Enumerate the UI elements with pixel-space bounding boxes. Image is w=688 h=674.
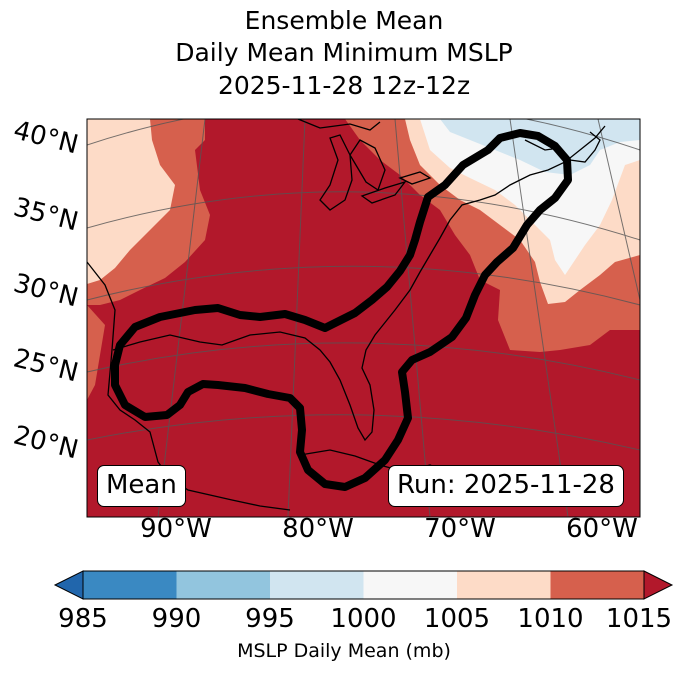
coastline-gulf-atlantic (112, 125, 606, 442)
mslp-contour-outline (111, 129, 572, 491)
pressure-fill-1010-gulf-west (87, 305, 105, 400)
lon-label-90w: 90°W (140, 514, 212, 544)
map-frame (86, 118, 641, 518)
colorbar-tick-985: 985 (58, 604, 108, 634)
colorbar (53, 570, 674, 600)
colorbar-segment-1000-1005 (363, 571, 457, 599)
coastline-mexico (87, 261, 291, 511)
lon-label-60w: 60°W (566, 514, 638, 544)
colorbar-tick-1010: 1010 (517, 604, 584, 634)
graticule-lon-60 (509, 119, 569, 517)
pressure-fill-1005-west (87, 119, 175, 284)
map-area (87, 119, 640, 517)
lon-label-70w: 70°W (424, 514, 496, 544)
colorbar-tick-995: 995 (245, 604, 295, 634)
run-date-badge: Run: 2025-11-28 (388, 465, 624, 507)
colorbar-segment-990-995 (176, 571, 270, 599)
graticule-lon-90 (157, 119, 206, 517)
colorbar-tick-1000: 1000 (330, 604, 397, 634)
colorbar-segment-995-1000 (270, 571, 364, 599)
colorbar-extend-high (643, 570, 674, 600)
coastline-lake-superior (297, 119, 381, 131)
colorbar-segment-1010-1015 (550, 571, 644, 599)
graticule-lat-40 (87, 119, 640, 151)
graticule-lon-70 (394, 119, 431, 517)
title-line-1: Ensemble Mean (244, 6, 444, 35)
coastline-lake-huron (349, 139, 386, 192)
coastlines (87, 119, 606, 511)
colorbar-tick-990: 990 (151, 604, 202, 634)
colorbar-segment-1005-1010 (457, 571, 551, 599)
coastline-lake-michigan (319, 134, 353, 211)
coastline-lake-erie (360, 180, 407, 204)
colorbar-tick-1005: 1005 (423, 604, 491, 634)
graticule-lat-30 (87, 265, 640, 306)
graticule-lat-25 (87, 342, 640, 381)
colorbar-label: MSLP Daily Mean (mb) (237, 640, 451, 662)
colorbar-segment-985-990 (83, 571, 177, 599)
graticule-lat-20 (87, 414, 640, 451)
coastline-nova-scotia (524, 131, 601, 163)
graticule-lat-35 (87, 191, 640, 241)
title-line-3: 2025-11-28 12z-12z (217, 71, 471, 100)
mean-badge: Mean (97, 465, 186, 507)
lon-label-80w: 80°W (282, 514, 354, 544)
colorbar-extend-low (53, 570, 84, 600)
coastline-lake-ontario (398, 171, 432, 185)
colorbar-tick-1015: 1015 (605, 604, 673, 634)
graticule-lon-50 (597, 119, 640, 301)
title-line-2: Daily Mean Minimum MSLP (175, 38, 513, 67)
colorbar-frame (82, 570, 645, 600)
graticule (87, 119, 640, 517)
